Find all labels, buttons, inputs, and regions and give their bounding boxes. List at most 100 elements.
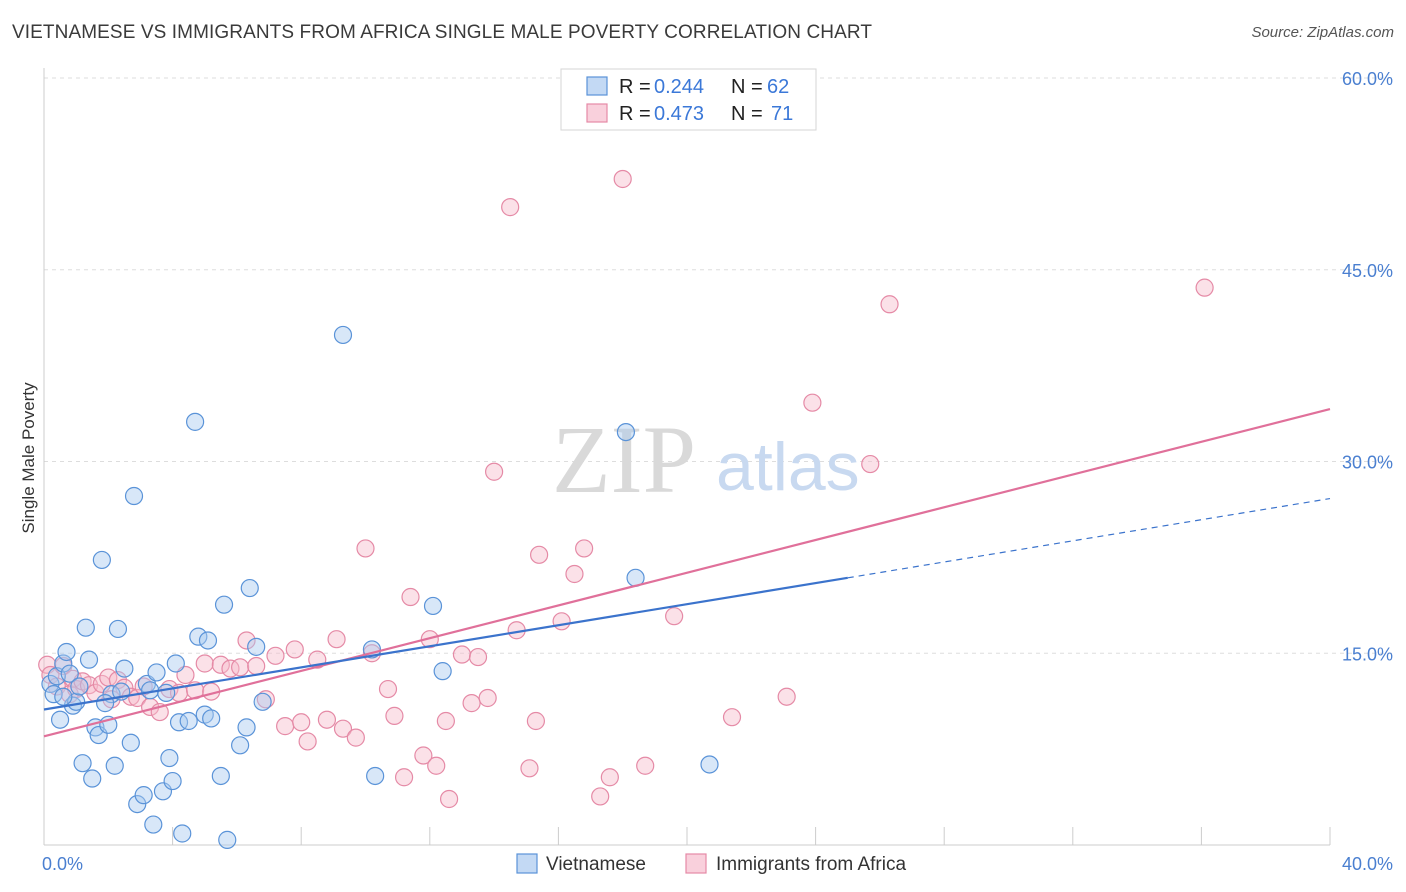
africa-point xyxy=(414,746,433,765)
vietnamese-point xyxy=(73,754,92,773)
vietnamese-point xyxy=(189,627,208,646)
africa-point xyxy=(237,631,256,650)
vietnamese-point xyxy=(423,596,443,616)
africa-trend-line xyxy=(43,408,1331,738)
africa-point xyxy=(346,728,365,747)
vietnamese-point xyxy=(70,677,89,696)
vietnamese-point xyxy=(83,769,102,788)
africa-point xyxy=(478,688,497,708)
africa-point xyxy=(880,295,899,314)
vietnamese-point xyxy=(76,618,95,637)
vietnamese-point xyxy=(121,733,140,752)
vietnamese-point xyxy=(433,662,452,681)
legend-n-value-1: 62 xyxy=(767,76,789,98)
vietnamese-point xyxy=(54,687,73,706)
stats-legend: R = 0.244 N = 62 R = 0.473 N = 71 xyxy=(560,68,817,131)
series-legend-swatch-vietnamese xyxy=(516,853,538,874)
africa-point xyxy=(861,454,880,474)
legend-swatch-africa xyxy=(586,103,608,123)
legend-r-label-2: R = xyxy=(619,103,651,125)
watermark: ZIP atlas xyxy=(552,406,860,513)
y-tick-label: 30.0% xyxy=(1342,453,1393,473)
vietnamese-point xyxy=(198,631,218,650)
africa-point xyxy=(591,787,610,806)
africa-point xyxy=(317,710,337,729)
series-legend: Vietnamese Immigrants from Africa xyxy=(516,853,906,875)
africa-point xyxy=(221,659,240,678)
africa-point xyxy=(665,607,684,626)
africa-point xyxy=(378,679,398,699)
africa-point xyxy=(327,630,346,649)
africa-point xyxy=(803,393,822,412)
x-tick-labels: 0.0% 40.0% xyxy=(42,854,1393,874)
vietnamese-point xyxy=(616,422,636,442)
x-tick-label: 0.0% xyxy=(42,854,83,874)
africa-points xyxy=(38,169,1214,809)
africa-point xyxy=(356,539,375,558)
africa-point xyxy=(394,768,414,787)
vietnamese-point xyxy=(169,713,189,732)
vietnamese-trend-extension xyxy=(847,497,1331,579)
africa-point xyxy=(195,654,214,673)
africa-point xyxy=(211,655,230,674)
vietnamese-point xyxy=(157,683,176,702)
vietnamese-point xyxy=(144,815,163,834)
legend-r-value-2: 0.473 xyxy=(654,103,704,125)
vietnamese-point xyxy=(163,771,182,791)
grid-lines xyxy=(44,77,1394,654)
africa-point xyxy=(333,719,353,738)
africa-point xyxy=(636,756,655,775)
vietnamese-points xyxy=(41,325,719,849)
vietnamese-point xyxy=(253,692,272,711)
vietnamese-point xyxy=(57,642,76,662)
vietnamese-point xyxy=(160,748,179,768)
africa-point xyxy=(520,759,539,778)
africa-point xyxy=(485,462,504,481)
africa-point xyxy=(452,645,472,664)
vietnamese-point xyxy=(218,830,237,849)
vietnamese-point xyxy=(202,709,221,728)
africa-point xyxy=(575,539,594,558)
africa-point xyxy=(247,656,266,676)
vietnamese-point xyxy=(166,654,185,673)
africa-point xyxy=(777,687,796,706)
africa-point xyxy=(285,640,304,659)
africa-point xyxy=(266,646,285,665)
vietnamese-point xyxy=(92,550,111,570)
vietnamese-point xyxy=(240,578,259,598)
y-tick-label: 60.0% xyxy=(1342,69,1393,89)
series-legend-vietnamese: Vietnamese xyxy=(546,854,646,875)
y-tick-label: 15.0% xyxy=(1342,644,1393,664)
vietnamese-point xyxy=(124,486,144,506)
vietnamese-point xyxy=(54,654,73,673)
vietnamese-point xyxy=(700,755,719,774)
africa-point xyxy=(565,564,584,584)
chart-title: VIETNAMESE VS IMMIGRANTS FROM AFRICA SIN… xyxy=(12,22,873,43)
legend-r-label-1: R = xyxy=(619,76,651,98)
africa-point xyxy=(292,713,311,732)
series-legend-africa: Immigrants from Africa xyxy=(716,854,906,875)
vietnamese-point xyxy=(105,756,124,775)
legend-n-label-2: N = xyxy=(731,103,763,125)
vietnamese-point xyxy=(366,766,385,786)
x-tick-label: 40.0% xyxy=(1342,854,1393,874)
vietnamese-point xyxy=(128,794,147,814)
legend-r-value-1: 0.244 xyxy=(654,76,704,98)
vietnamese-point xyxy=(108,619,128,639)
africa-point xyxy=(552,612,571,631)
vietnamese-trend-line xyxy=(43,576,848,711)
vietnamese-point xyxy=(134,786,153,805)
africa-point xyxy=(401,587,420,607)
africa-point xyxy=(600,768,619,787)
vietnamese-point xyxy=(333,325,353,345)
africa-point xyxy=(298,732,317,751)
africa-point xyxy=(1195,278,1214,297)
vietnamese-point xyxy=(173,824,192,843)
y-tick-label: 45.0% xyxy=(1342,261,1393,281)
legend-n-label-1: N = xyxy=(731,76,763,98)
y-tick-labels: 15.0% 30.0% 45.0% 60.0% xyxy=(1342,69,1393,664)
africa-point xyxy=(436,711,455,731)
vietnamese-point xyxy=(115,659,134,678)
africa-point xyxy=(613,169,632,189)
